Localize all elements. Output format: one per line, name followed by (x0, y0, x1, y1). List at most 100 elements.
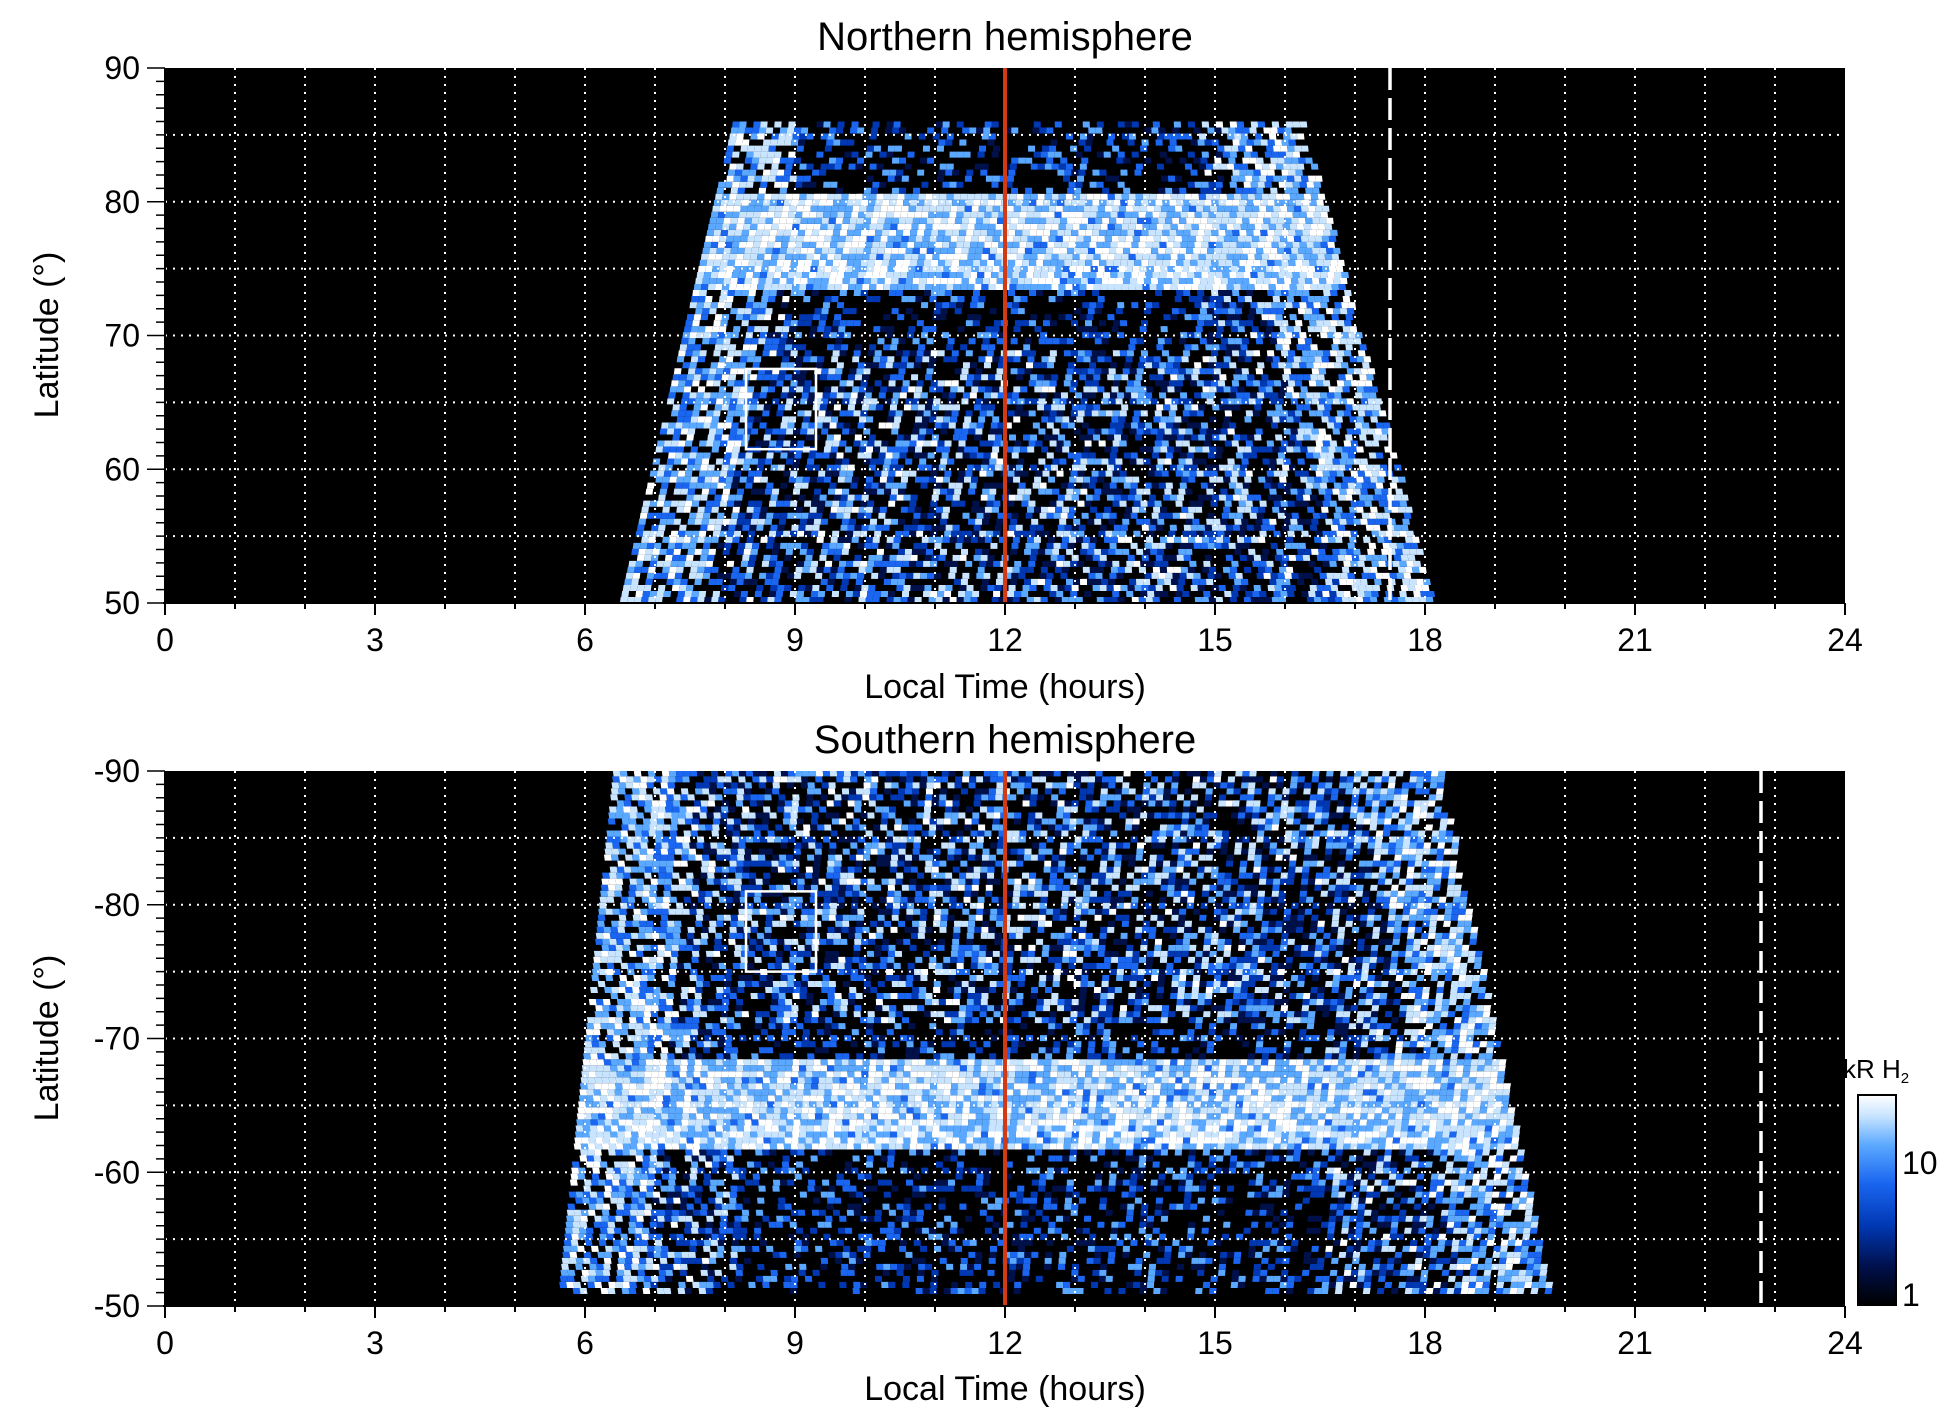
heatmap-cell (902, 560, 910, 567)
heatmap-cell (1162, 554, 1170, 561)
heatmap-cell (1189, 470, 1197, 477)
heatmap-cell (1078, 259, 1086, 266)
heatmap-cell (960, 314, 968, 321)
heatmap-cell (859, 386, 867, 393)
heatmap-cell (891, 247, 899, 254)
heatmap-cell (1080, 458, 1088, 465)
heatmap-cell (1065, 253, 1073, 260)
heatmap-cell (1326, 362, 1335, 369)
heatmap-cell (1122, 247, 1131, 254)
heatmap-cell (942, 271, 950, 278)
heatmap-cell (699, 290, 708, 297)
heatmap-cell (1043, 229, 1051, 236)
heatmap-cell (1320, 302, 1328, 309)
heatmap-cell (867, 229, 876, 236)
heatmap-cell (822, 271, 831, 278)
heatmap-cell (977, 302, 985, 309)
heatmap-cell (910, 554, 918, 561)
heatmap-cell (950, 235, 958, 242)
heatmap-cell (777, 374, 786, 381)
heatmap-cell (1244, 235, 1253, 242)
heatmap-cell (1057, 259, 1065, 266)
heatmap-cell (708, 368, 717, 375)
heatmap-cell (727, 350, 735, 357)
heatmap-cell (761, 296, 769, 303)
heatmap-cell (1175, 590, 1183, 597)
heatmap-cell (747, 296, 755, 303)
heatmap-cell (994, 584, 1002, 591)
heatmap-cell (952, 524, 960, 531)
heatmap-cell (1333, 482, 1342, 489)
heatmap-cell (937, 440, 945, 447)
heatmap-cell (700, 404, 709, 411)
heatmap-cell (847, 374, 856, 381)
heatmap-cell (839, 470, 847, 477)
heatmap-cell (1362, 566, 1371, 573)
heatmap-cell (1137, 362, 1146, 369)
heatmap-cell (632, 572, 641, 579)
heatmap-cell (1083, 265, 1091, 272)
heatmap-cell (804, 229, 813, 236)
heatmap-cell (1289, 374, 1297, 381)
heatmap-cell (1325, 247, 1334, 254)
heatmap-cell (1194, 506, 1203, 513)
heatmap-cell (713, 229, 722, 236)
heatmap-cell (1297, 518, 1305, 525)
heatmap-cell (1212, 404, 1220, 411)
heatmap-cell (1216, 265, 1225, 272)
heatmap-cell (1083, 386, 1091, 393)
heatmap-cell (698, 590, 707, 597)
heatmap-cell (995, 284, 1003, 291)
heatmap-cell (782, 265, 790, 272)
heatmap-cell (874, 530, 882, 537)
heatmap-cell (968, 247, 976, 254)
heatmap-cell (694, 548, 703, 555)
heatmap-cell (1057, 229, 1065, 236)
heatmap-cell (917, 464, 925, 471)
heatmap-cell (732, 566, 740, 573)
heatmap-cell (915, 386, 923, 393)
heatmap-cell (1265, 235, 1274, 242)
heatmap-cell (1076, 326, 1084, 333)
heatmap-cell (1049, 410, 1057, 417)
heatmap-cell (1275, 223, 1284, 230)
heatmap-cell (1345, 578, 1354, 585)
heatmap-cell (927, 572, 935, 579)
heatmap-cell (972, 380, 980, 387)
heatmap-cell (1257, 302, 1265, 309)
heatmap-cell (878, 452, 886, 459)
heatmap-cell (769, 350, 777, 357)
heatmap-cell (1135, 253, 1143, 260)
heatmap-cell (1192, 458, 1200, 465)
heatmap-cell (961, 217, 970, 224)
heatmap-cell (933, 217, 942, 224)
heatmap-cell (1224, 440, 1233, 447)
heatmap-cell (779, 277, 787, 285)
heatmap-cell (666, 458, 675, 465)
heatmap-cell (1358, 464, 1367, 471)
heatmap-cell (927, 542, 935, 549)
heatmap-cell (1128, 253, 1136, 260)
heatmap-cell (1228, 217, 1236, 224)
heatmap-cell (795, 566, 803, 573)
heatmap-cell (777, 464, 785, 471)
heatmap-cell (836, 241, 845, 248)
heatmap-cell (1060, 482, 1068, 489)
heatmap-cell (1059, 458, 1067, 465)
heatmap-cell (1160, 446, 1168, 453)
heatmap-cell (1277, 362, 1286, 369)
heatmap-cell (1150, 548, 1158, 555)
heatmap-cell (1027, 265, 1035, 272)
heatmap-cell (1266, 560, 1274, 567)
heatmap-cell (1098, 410, 1106, 417)
heatmap-cell (1287, 440, 1296, 447)
heatmap-cell (1110, 536, 1119, 543)
heatmap-cell (797, 229, 806, 236)
heatmap-cell (1053, 362, 1062, 369)
heatmap-cell (682, 422, 690, 429)
heatmap-cell (788, 476, 797, 483)
heatmap-cell (1268, 284, 1276, 291)
heatmap-cell (1216, 416, 1224, 423)
heatmap-cell (717, 271, 726, 278)
heatmap-cell (967, 253, 975, 260)
